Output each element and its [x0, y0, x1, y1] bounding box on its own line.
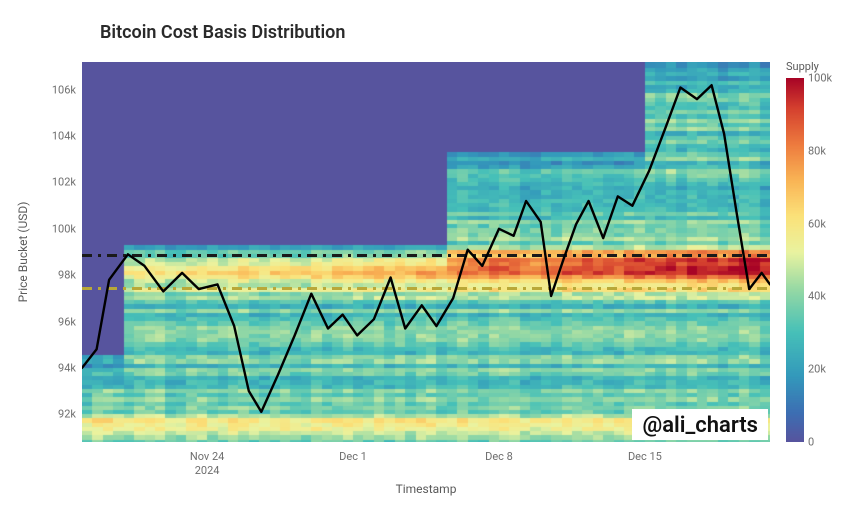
watermark: @ali_charts [632, 409, 768, 440]
x-tick: Dec 1 [339, 450, 367, 463]
x-axis-label: Timestamp [396, 482, 457, 496]
plot-area: @ali_charts [82, 62, 770, 442]
chart-root: Bitcoin Cost Basis Distribution Price Bu… [0, 0, 860, 518]
y-tick: 96k [40, 315, 76, 328]
colorbar-gradient [786, 78, 804, 442]
colorbar-tick: 20k [808, 363, 826, 376]
y-tick: 94k [40, 361, 76, 374]
heatmap-canvas [82, 62, 770, 442]
colorbar-tick: 0 [808, 436, 814, 449]
x-tick: Nov 24 [190, 450, 224, 463]
y-tick: 104k [40, 130, 76, 143]
x-tick: Dec 15 [628, 450, 662, 463]
y-tick: 102k [40, 176, 76, 189]
colorbar [786, 78, 804, 442]
colorbar-tick: 40k [808, 290, 826, 303]
chart-title: Bitcoin Cost Basis Distribution [100, 22, 345, 43]
colorbar-tick: 80k [808, 144, 826, 157]
y-axis: 92k 94k 96k 98k 100k 102k 104k 106k [40, 62, 82, 442]
y-tick: 98k [40, 269, 76, 282]
y-tick: 100k [40, 222, 76, 235]
x-axis: Timestamp Nov 242024Dec 1Dec 8Dec 15 [82, 442, 770, 482]
colorbar-tick: 60k [808, 217, 826, 230]
x-tick-sub: 2024 [195, 464, 220, 477]
y-axis-label: Price Bucket (USD) [16, 202, 30, 303]
y-tick: 92k [40, 408, 76, 421]
colorbar-tick: 100k [808, 72, 832, 85]
x-tick: Dec 8 [485, 450, 513, 463]
y-tick: 106k [40, 83, 76, 96]
